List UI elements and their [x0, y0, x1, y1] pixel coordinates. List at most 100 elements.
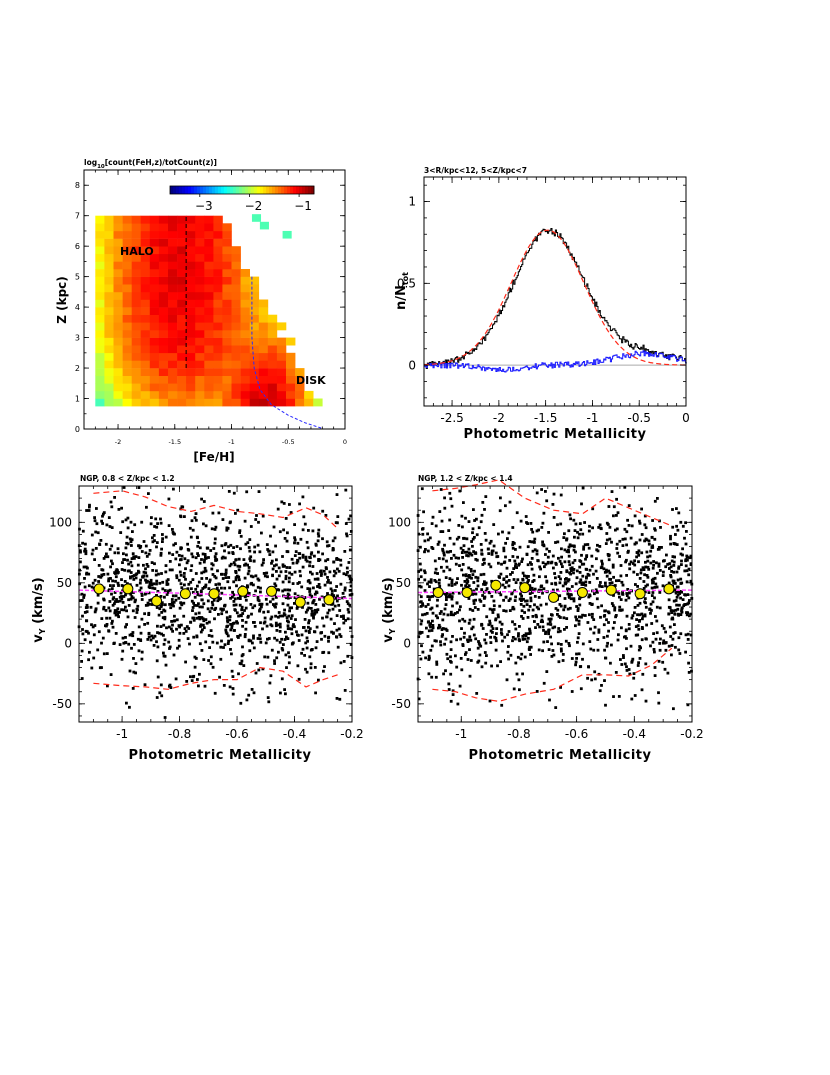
star-point [321, 552, 324, 556]
heatmap-cell [149, 276, 160, 285]
star-point [504, 504, 507, 508]
star-point [445, 595, 448, 599]
x-tick-label: -0.5 [628, 411, 651, 425]
star-point [679, 577, 683, 581]
star-point [481, 627, 485, 630]
star-point [149, 580, 153, 584]
star-point [159, 683, 163, 687]
star-point [326, 580, 329, 584]
star-point [140, 591, 144, 595]
star-point [681, 547, 684, 551]
star-point [589, 627, 592, 631]
star-point [433, 571, 437, 575]
heatmap-cell [195, 238, 205, 247]
star-point [653, 576, 657, 580]
star-point [279, 691, 282, 695]
star-point [283, 588, 287, 592]
star-point [313, 630, 317, 634]
colorbar-swatch [176, 186, 180, 194]
star-point [635, 618, 638, 621]
star-point [592, 631, 596, 635]
star-point [567, 529, 571, 533]
star-point [222, 646, 225, 649]
star-point [155, 545, 158, 549]
star-point [208, 646, 211, 649]
star-point [232, 600, 236, 603]
heatmap-cell [276, 375, 287, 384]
star-point [573, 559, 577, 562]
star-point [130, 538, 134, 542]
star-point [550, 613, 553, 616]
star-point [480, 623, 483, 627]
star-point [484, 581, 488, 585]
star-point [597, 628, 601, 632]
star-point [500, 631, 503, 635]
star-point [286, 619, 289, 623]
star-point [171, 528, 174, 531]
heatmap-cell [168, 345, 178, 354]
heatmap-cell [286, 375, 296, 384]
star-point [650, 536, 654, 539]
star-point [326, 611, 330, 615]
star-point [300, 585, 304, 589]
heatmap-cell [149, 246, 160, 255]
star-point [202, 626, 206, 630]
star-point [187, 582, 191, 586]
star-point [122, 641, 126, 645]
heatmap-cell [195, 307, 205, 315]
star-point [293, 554, 297, 557]
star-point [130, 595, 134, 598]
star-point [498, 620, 502, 624]
star-point [476, 584, 480, 588]
star-point [533, 587, 537, 591]
heatmap-cell [122, 284, 132, 293]
heatmap-cell [204, 345, 214, 354]
heatmap-cell [158, 352, 169, 361]
star-point [528, 540, 532, 543]
star-point [145, 563, 149, 566]
heatmap-cell [158, 314, 169, 323]
star-point [147, 552, 151, 556]
star-point [634, 625, 638, 628]
heatmap-cell [249, 330, 260, 338]
heatmap-cell [131, 307, 142, 315]
star-point [489, 635, 492, 639]
star-point [252, 621, 255, 624]
star-point [81, 529, 85, 533]
star-point [479, 600, 483, 603]
star-point [600, 559, 604, 563]
star-point [476, 576, 480, 580]
star-point [100, 573, 104, 577]
star-point [168, 551, 171, 555]
star-point [646, 583, 649, 587]
star-point [291, 582, 295, 585]
star-point [537, 596, 541, 599]
star-point [479, 543, 483, 546]
star-point [590, 615, 594, 619]
star-point [170, 603, 174, 607]
star-point [96, 531, 100, 535]
heatmap-cell [168, 253, 178, 262]
star-point [197, 580, 201, 584]
star-point [107, 516, 111, 519]
star-point [664, 641, 668, 644]
star-point [554, 706, 558, 709]
star-point [157, 572, 160, 576]
star-point [197, 554, 200, 557]
heatmap-cell [131, 360, 142, 369]
heatmap-cell [286, 368, 296, 376]
x-tick-label: 0 [682, 411, 690, 425]
star-point [270, 559, 274, 563]
star-point [179, 514, 182, 518]
star-point [196, 593, 200, 597]
star-point [545, 499, 549, 503]
star-point [326, 544, 329, 548]
star-point [201, 623, 205, 627]
star-point [90, 623, 93, 627]
y-tick-label: 1 [75, 395, 80, 404]
star-point [434, 614, 438, 618]
star-point [305, 636, 309, 640]
star-point [158, 581, 162, 585]
star-point [80, 660, 83, 663]
heatmap-cell [186, 269, 196, 277]
